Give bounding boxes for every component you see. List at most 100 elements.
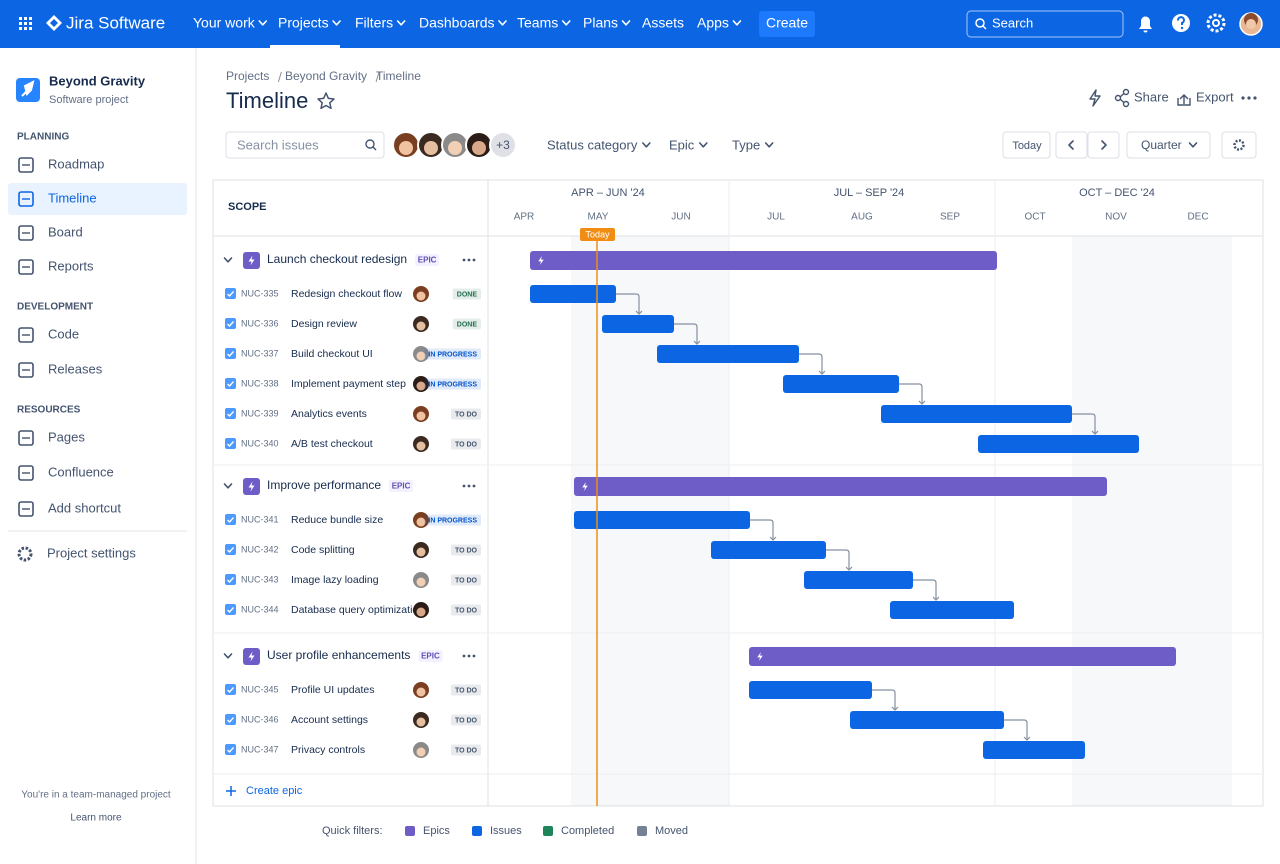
nav-item[interactable]: Plans [583, 15, 618, 31]
chevron-icon [764, 142, 774, 148]
quick-filter-label[interactable]: Moved [655, 825, 688, 837]
issue-title[interactable]: Analytics events [291, 408, 367, 420]
epic-name[interactable]: User profile enhancements [267, 648, 410, 662]
learn-more-link[interactable]: Learn more [70, 813, 122, 824]
issue-title[interactable]: Build checkout UI [291, 348, 373, 360]
create-epic-link[interactable]: Create epic [246, 785, 303, 797]
issue-bar[interactable] [657, 345, 799, 363]
issue-key[interactable]: NUC-341 [241, 514, 279, 524]
nav-item[interactable]: Projects [278, 15, 329, 31]
app-switcher-dot[interactable] [29, 27, 32, 30]
quick-filter-label[interactable]: Epics [423, 825, 450, 837]
quick-filter-label[interactable]: Completed [561, 825, 614, 837]
sidebar-item[interactable]: Add shortcut [48, 500, 121, 515]
issue-title[interactable]: Code splitting [291, 544, 355, 556]
search-box[interactable] [966, 10, 1124, 38]
sidebar-item[interactable]: Roadmap [48, 156, 104, 171]
issue-bar[interactable] [711, 541, 826, 559]
issue-bar[interactable] [574, 511, 750, 529]
sidebar-item[interactable]: Timeline [48, 190, 97, 205]
issue-bar[interactable] [530, 285, 616, 303]
issue-key[interactable]: NUC-339 [241, 408, 279, 418]
app-switcher-dot[interactable] [19, 17, 22, 20]
issue-key[interactable]: NUC-337 [241, 348, 279, 358]
quick-filter-swatch[interactable] [543, 826, 553, 836]
issue-title[interactable]: Redesign checkout flow [291, 288, 402, 300]
issue-key[interactable]: NUC-346 [241, 714, 279, 724]
filter-dropdown[interactable]: Type [732, 137, 760, 152]
issue-key[interactable]: NUC-342 [241, 544, 279, 554]
app-switcher-dot[interactable] [29, 22, 32, 25]
issue-title[interactable]: A/B test checkout [291, 438, 373, 450]
app-switcher-dot[interactable] [24, 27, 27, 30]
issue-bar[interactable] [783, 375, 899, 393]
issue-title[interactable]: Account settings [291, 714, 368, 726]
nav-item[interactable]: Filters [355, 15, 393, 31]
breadcrumb[interactable]: Beyond Gravity [285, 69, 367, 83]
epic-name[interactable]: Improve performance [267, 478, 381, 492]
previous-button[interactable] [1055, 131, 1088, 159]
quick-filter-swatch[interactable] [405, 826, 415, 836]
next-button[interactable] [1087, 131, 1120, 159]
quick-filter-label[interactable]: Issues [490, 825, 522, 837]
sidebar-item[interactable]: Reports [48, 258, 94, 273]
nav-item[interactable]: Assets [642, 15, 684, 31]
header-action[interactable]: Share [1134, 89, 1169, 104]
epic-bar[interactable] [749, 647, 1176, 666]
sidebar-item[interactable]: Releases [48, 361, 103, 376]
breadcrumb[interactable]: Timeline [376, 69, 421, 83]
nav-item[interactable]: Apps [697, 15, 729, 31]
app-switcher-dot[interactable] [19, 27, 22, 30]
view-settings-button[interactable] [1221, 131, 1257, 159]
sidebar-item[interactable]: Pages [48, 429, 85, 444]
issue-key[interactable]: NUC-335 [241, 288, 279, 298]
app-switcher-dot[interactable] [24, 22, 27, 25]
filter-dropdown[interactable]: Epic [669, 137, 695, 152]
issue-bar[interactable] [983, 741, 1085, 759]
epic-bar[interactable] [574, 477, 1107, 496]
sidebar-item[interactable]: Project settings [47, 545, 136, 560]
issue-bar[interactable] [749, 681, 872, 699]
app-switcher-dot[interactable] [24, 17, 27, 20]
issue-title[interactable]: Reduce bundle size [291, 514, 383, 526]
issue-bar[interactable] [881, 405, 1072, 423]
sidebar-item[interactable]: Board [48, 224, 83, 239]
quick-filter-swatch[interactable] [472, 826, 482, 836]
app-switcher-dot[interactable] [29, 17, 32, 20]
nav-item[interactable]: Your work [193, 15, 256, 31]
header-action[interactable]: Export [1196, 89, 1234, 104]
issue-bar[interactable] [978, 435, 1139, 453]
issue-title[interactable]: Database query optimization [291, 604, 424, 616]
issue-bar[interactable] [890, 601, 1014, 619]
view-dropdown[interactable] [1126, 131, 1211, 159]
issue-key[interactable]: NUC-340 [241, 438, 279, 448]
create-button[interactable] [759, 11, 815, 37]
epic-name[interactable]: Launch checkout redesign [267, 252, 407, 266]
nav-item[interactable]: Teams [517, 15, 558, 31]
issue-bar[interactable] [804, 571, 913, 589]
issue-title[interactable]: Design review [291, 318, 357, 330]
issue-key[interactable]: NUC-343 [241, 574, 279, 584]
issue-bar[interactable] [850, 711, 1004, 729]
filter-dropdown[interactable]: Status category [547, 137, 638, 152]
issue-key[interactable]: NUC-344 [241, 604, 279, 614]
epic-bar[interactable] [530, 251, 997, 270]
issue-bar[interactable] [602, 315, 674, 333]
issue-key[interactable]: NUC-338 [241, 378, 279, 388]
quick-filter-swatch[interactable] [637, 826, 647, 836]
issue-title[interactable]: Profile UI updates [291, 684, 374, 696]
today-button[interactable] [1002, 131, 1051, 159]
app-switcher-dot[interactable] [19, 22, 22, 25]
issue-title[interactable]: Image lazy loading [291, 574, 379, 586]
breadcrumb[interactable]: Projects [226, 69, 269, 83]
sidebar-item[interactable]: Confluence [48, 464, 114, 479]
nav-item[interactable]: Dashboards [419, 15, 495, 31]
issue-key[interactable]: NUC-345 [241, 684, 279, 694]
issue-key[interactable]: NUC-347 [241, 744, 279, 754]
issue-title[interactable]: Privacy controls [291, 744, 365, 756]
issue-title[interactable]: Implement payment step [291, 378, 406, 390]
sidebar-item[interactable]: Code [48, 326, 79, 341]
issue-search-box[interactable] [225, 131, 385, 159]
issue-key[interactable]: NUC-336 [241, 318, 279, 328]
lightning-icon [248, 481, 255, 492]
